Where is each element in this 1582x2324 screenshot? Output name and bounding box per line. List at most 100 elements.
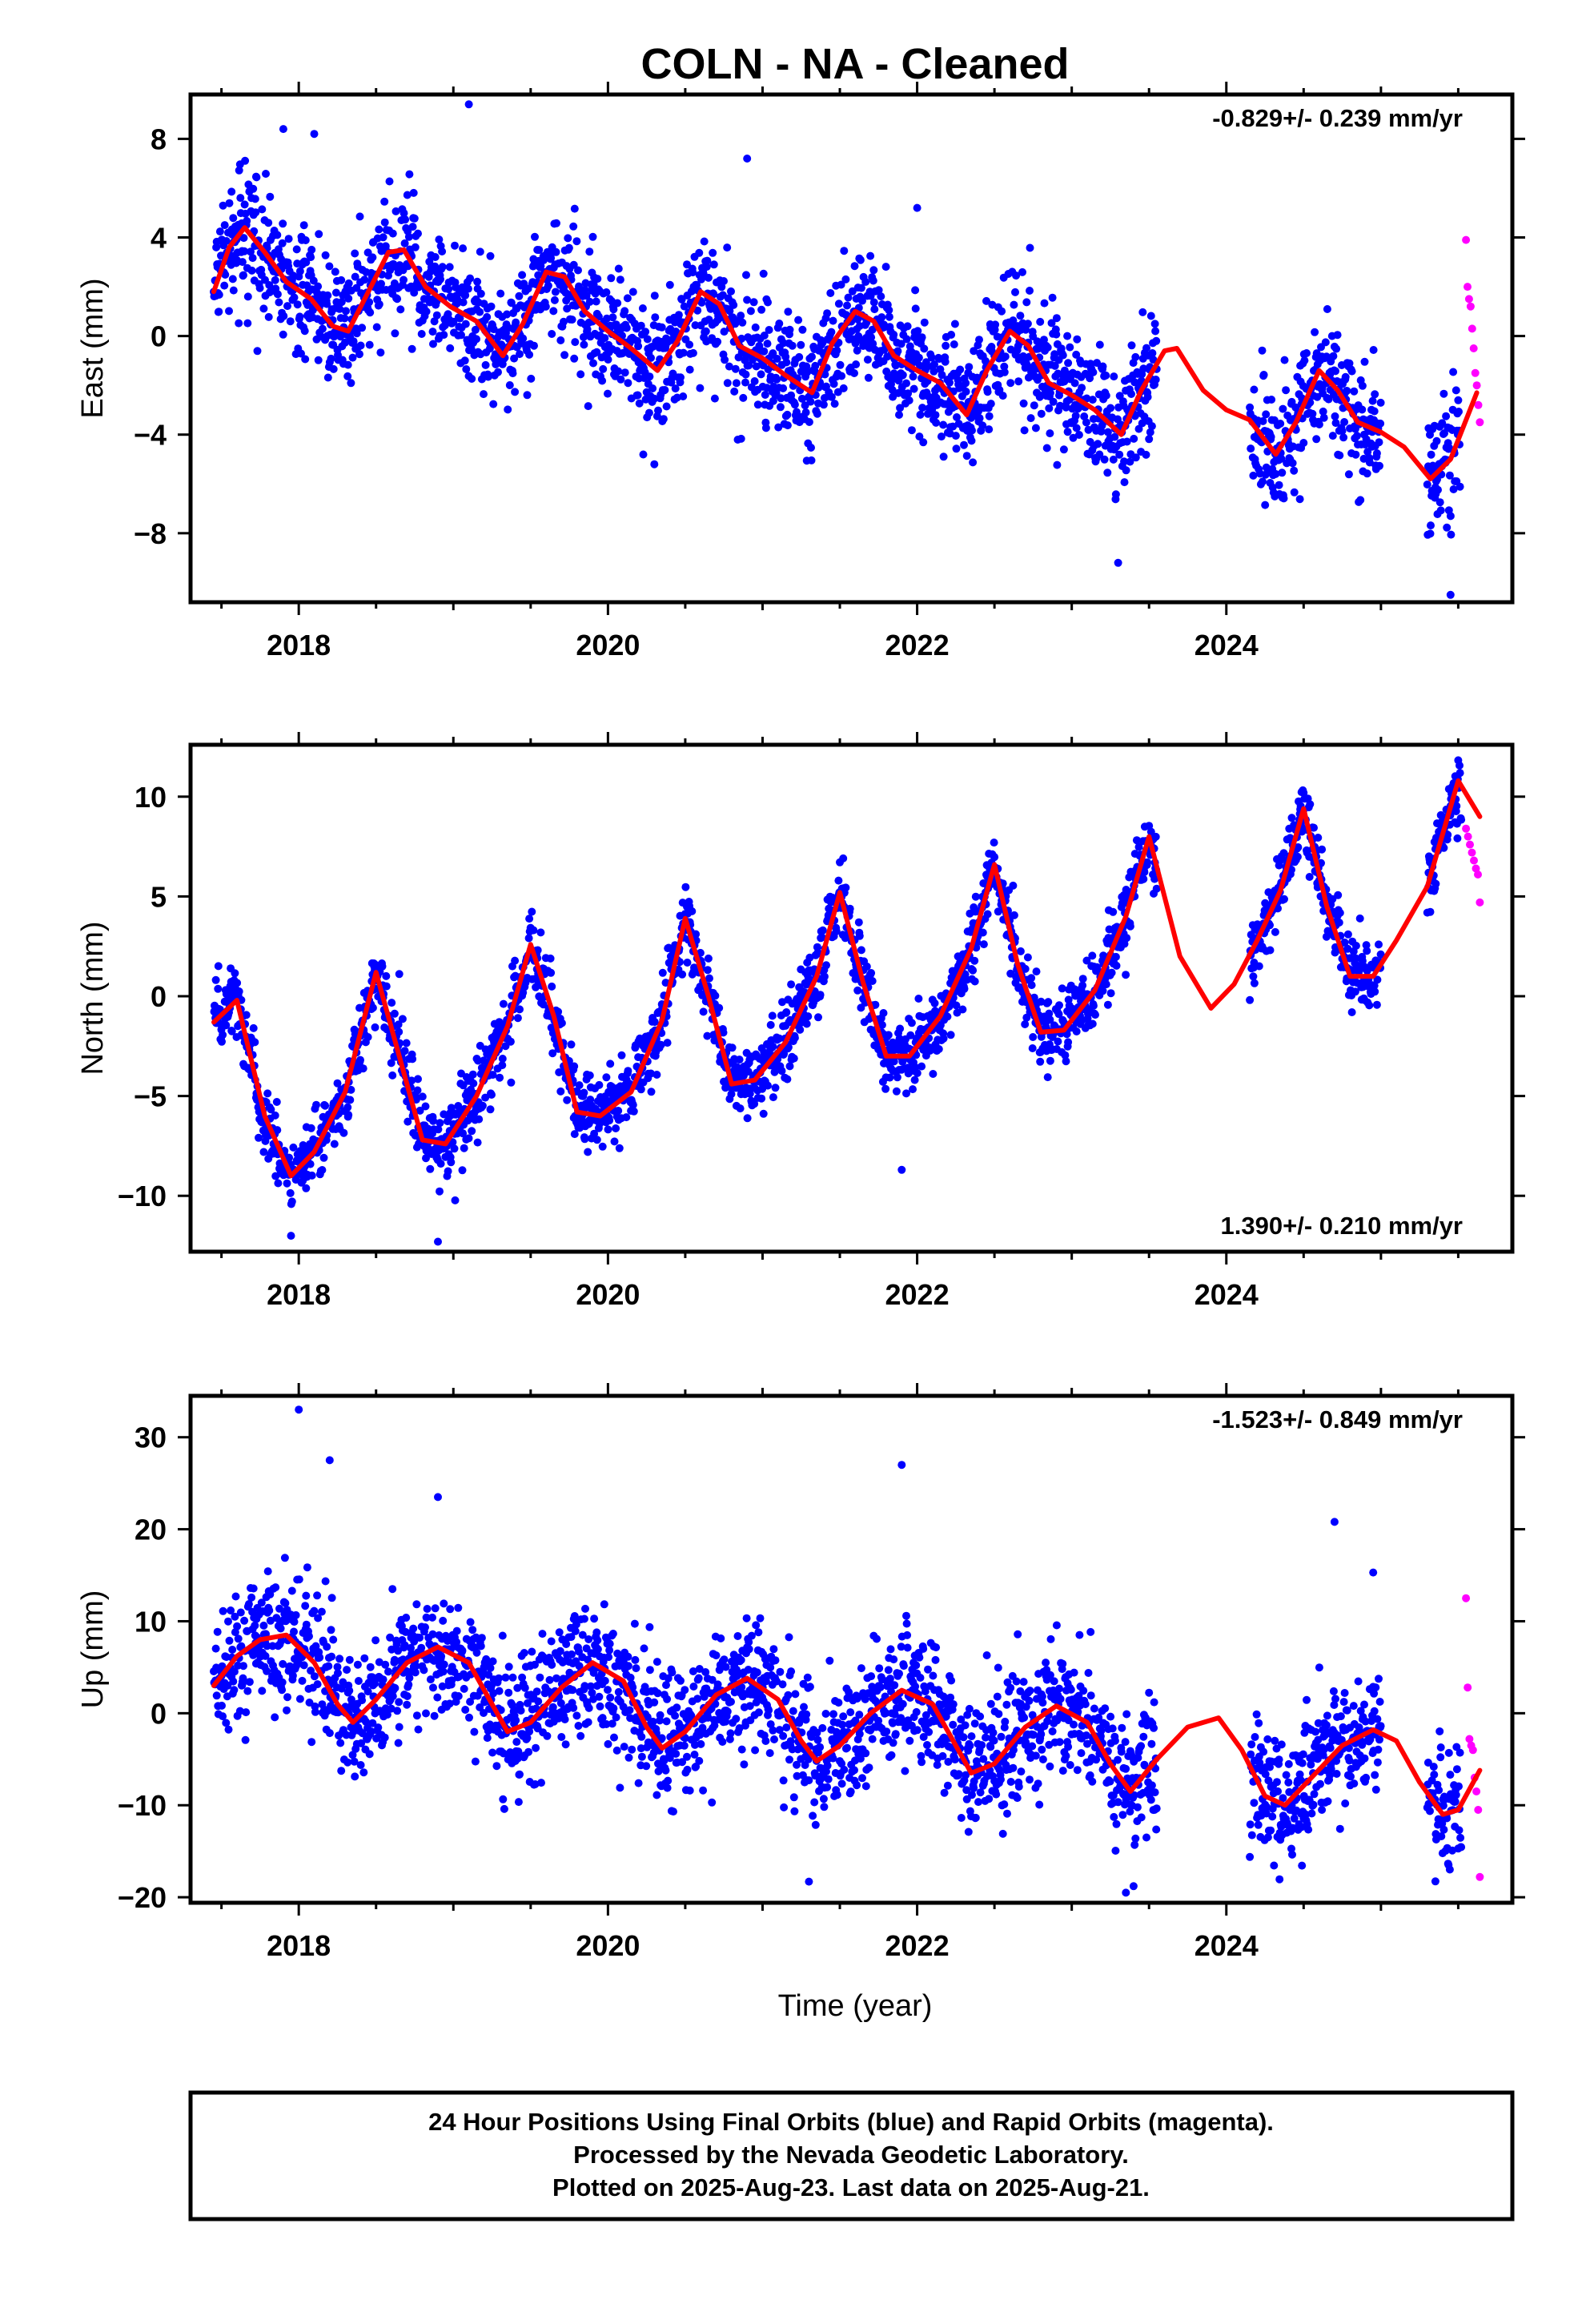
north-final-point	[233, 979, 242, 987]
east-final-point	[720, 328, 729, 336]
north-final-point	[436, 1160, 445, 1168]
east-final-point	[975, 414, 984, 423]
east-final-point	[1247, 444, 1255, 453]
east-final-point	[240, 247, 249, 255]
east-final-point	[1001, 352, 1010, 361]
north-final-point	[832, 927, 841, 935]
east-final-point	[352, 329, 361, 338]
east-final-point	[743, 296, 752, 304]
east-final-point	[404, 232, 413, 241]
north-y-tick-label: 10	[135, 781, 167, 814]
east-final-point	[343, 372, 352, 380]
east-final-point	[1438, 419, 1447, 428]
east-final-point	[679, 392, 688, 400]
east-final-point	[600, 334, 609, 343]
north-final-point	[498, 1055, 507, 1063]
east-final-point	[938, 371, 946, 380]
north-final-point	[877, 1020, 886, 1029]
east-final-point	[336, 332, 345, 341]
north-final-point	[507, 1078, 516, 1087]
east-final-point	[1053, 460, 1062, 469]
east-final-point	[403, 191, 412, 199]
east-final-point	[548, 330, 556, 338]
north-final-point	[1351, 954, 1360, 963]
east-final-point	[1311, 328, 1319, 336]
east-final-point	[703, 256, 712, 265]
east-rapid-point	[1464, 283, 1472, 292]
east-final-point	[864, 373, 873, 382]
east-final-point	[1258, 346, 1267, 355]
east-final-point	[811, 361, 820, 370]
north-final-point	[1098, 987, 1107, 995]
east-final-point	[613, 299, 622, 308]
up-final-point	[310, 1606, 319, 1615]
east-final-point	[551, 287, 560, 296]
east-final-point	[243, 292, 252, 301]
east-final-point	[1250, 385, 1259, 394]
east-final-point	[1443, 523, 1452, 532]
east-final-point	[459, 244, 468, 253]
north-final-point	[770, 1068, 779, 1076]
east-final-point	[1339, 433, 1348, 442]
east-final-point	[340, 314, 349, 323]
east-final-point	[236, 194, 245, 203]
east-rapid-point	[1466, 302, 1475, 311]
north-final-point	[1016, 947, 1025, 955]
east-final-point	[793, 408, 801, 416]
up-final-point	[305, 1632, 313, 1641]
east-final-point	[889, 330, 898, 339]
up-final-point	[305, 1699, 314, 1707]
east-final-point	[355, 212, 364, 221]
east-final-point	[580, 285, 589, 294]
north-final-point	[1347, 1008, 1356, 1016]
north-final-point	[775, 1034, 784, 1043]
east-final-point	[616, 275, 624, 284]
east-final-point	[327, 354, 335, 363]
north-final-point	[416, 1106, 424, 1115]
east-final-point	[998, 307, 1006, 316]
east-final-point	[920, 344, 929, 353]
east-final-point	[893, 347, 902, 356]
east-final-point	[1319, 413, 1328, 422]
east-final-point	[527, 374, 536, 383]
east-final-point	[309, 276, 318, 285]
east-final-point	[913, 327, 922, 336]
east-final-point	[942, 341, 950, 350]
east-final-point	[1046, 429, 1054, 438]
east-final-point	[570, 204, 579, 213]
north-final-point	[1150, 875, 1159, 883]
east-final-point	[348, 353, 357, 362]
up-final-point	[281, 1598, 290, 1607]
up-final-point	[245, 1678, 254, 1687]
north-final-point	[946, 1031, 955, 1039]
north-final-point	[283, 1179, 291, 1188]
north-final-point	[1082, 956, 1091, 965]
east-final-point	[365, 298, 374, 307]
east-final-point	[1080, 412, 1089, 420]
north-final-point	[1293, 852, 1302, 861]
up-final-point	[295, 1695, 304, 1703]
east-final-point	[473, 277, 482, 286]
north-final-point	[286, 1188, 295, 1197]
east-final-point	[279, 219, 287, 228]
east-final-point	[405, 170, 414, 179]
north-final-point	[816, 991, 825, 999]
east-final-point	[483, 312, 492, 321]
up-final-point	[257, 1598, 266, 1607]
east-rapid-point	[1471, 368, 1480, 377]
east-final-point	[323, 291, 332, 300]
north-final-point	[629, 1107, 638, 1116]
east-final-point	[460, 356, 469, 365]
north-final-point	[333, 1079, 342, 1088]
up-final-point	[275, 1604, 283, 1613]
east-final-point	[672, 328, 681, 336]
east-final-point	[1440, 429, 1448, 437]
east-final-point	[730, 387, 739, 396]
east-final-point	[644, 408, 653, 417]
east-final-point	[741, 378, 749, 387]
east-final-point	[1106, 404, 1115, 412]
up-final-point	[239, 1677, 248, 1686]
north-final-point	[678, 970, 687, 979]
east-final-point	[609, 305, 618, 314]
north-final-point	[557, 1019, 566, 1027]
